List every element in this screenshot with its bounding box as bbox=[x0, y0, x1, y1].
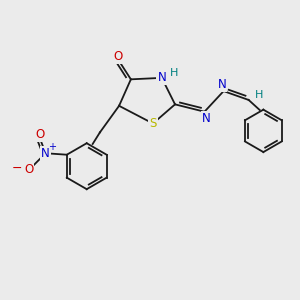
Text: N: N bbox=[218, 78, 226, 91]
Text: S: S bbox=[149, 117, 157, 130]
Text: +: + bbox=[48, 142, 56, 152]
Text: O: O bbox=[24, 163, 33, 176]
Text: H: H bbox=[255, 90, 263, 100]
Text: N: N bbox=[158, 71, 166, 84]
Text: N: N bbox=[41, 147, 50, 160]
Text: O: O bbox=[113, 50, 122, 63]
Text: −: − bbox=[12, 161, 22, 175]
Text: O: O bbox=[35, 128, 44, 142]
Text: N: N bbox=[202, 112, 210, 125]
Text: H: H bbox=[170, 68, 178, 78]
